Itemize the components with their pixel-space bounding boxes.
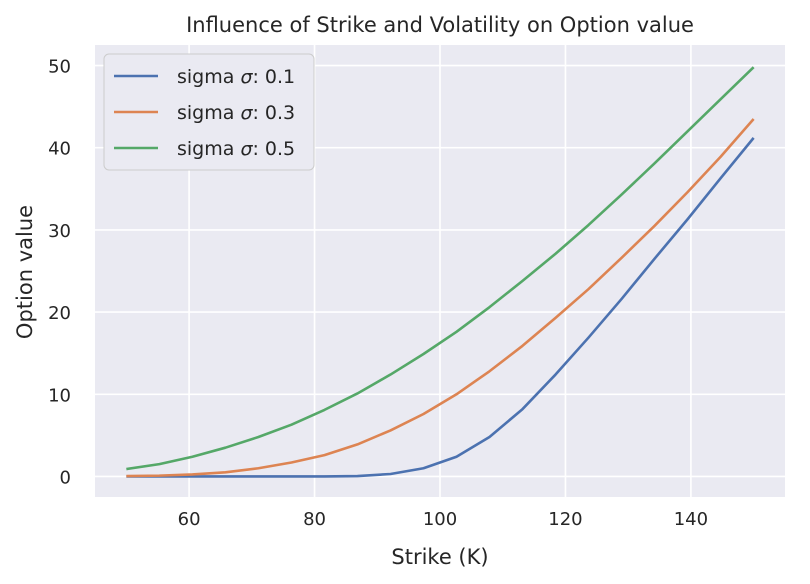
y-axis-label: Option value <box>13 205 37 339</box>
x-tick-label: 80 <box>303 509 326 530</box>
series-line-1 <box>126 118 755 478</box>
y-tick-label: 10 <box>48 385 71 406</box>
legend-entry: sigma σ: 0.3 <box>177 102 295 124</box>
legend: sigma σ: 0.1 sigma σ: 0.3 sigma σ: 0.5 <box>103 53 315 171</box>
x-axis-label: Strike (K) <box>391 545 488 569</box>
y-tick-label: 40 <box>48 139 71 160</box>
legend-entry: sigma σ: 0.5 <box>177 138 295 160</box>
series-line-2 <box>126 66 755 471</box>
y-tick-label: 0 <box>60 467 71 488</box>
y-tick-label: 30 <box>48 221 71 242</box>
x-tick-label: 120 <box>548 509 582 530</box>
x-tick-label: 100 <box>423 509 457 530</box>
legend-entry: sigma σ: 0.1 <box>177 66 295 88</box>
x-tick-labels: 60 80 100 120 140 <box>178 509 708 530</box>
y-tick-label: 20 <box>48 303 71 324</box>
y-tick-label: 50 <box>48 57 71 78</box>
x-tick-label: 60 <box>178 509 201 530</box>
x-tick-label: 140 <box>674 509 708 530</box>
legend-box <box>103 53 315 171</box>
series-layer <box>126 66 755 478</box>
series-line-0 <box>126 137 755 478</box>
y-tick-labels: 0 10 20 30 40 50 <box>48 57 71 489</box>
chart-title: Influence of Strike and Volatility on Op… <box>186 13 694 37</box>
